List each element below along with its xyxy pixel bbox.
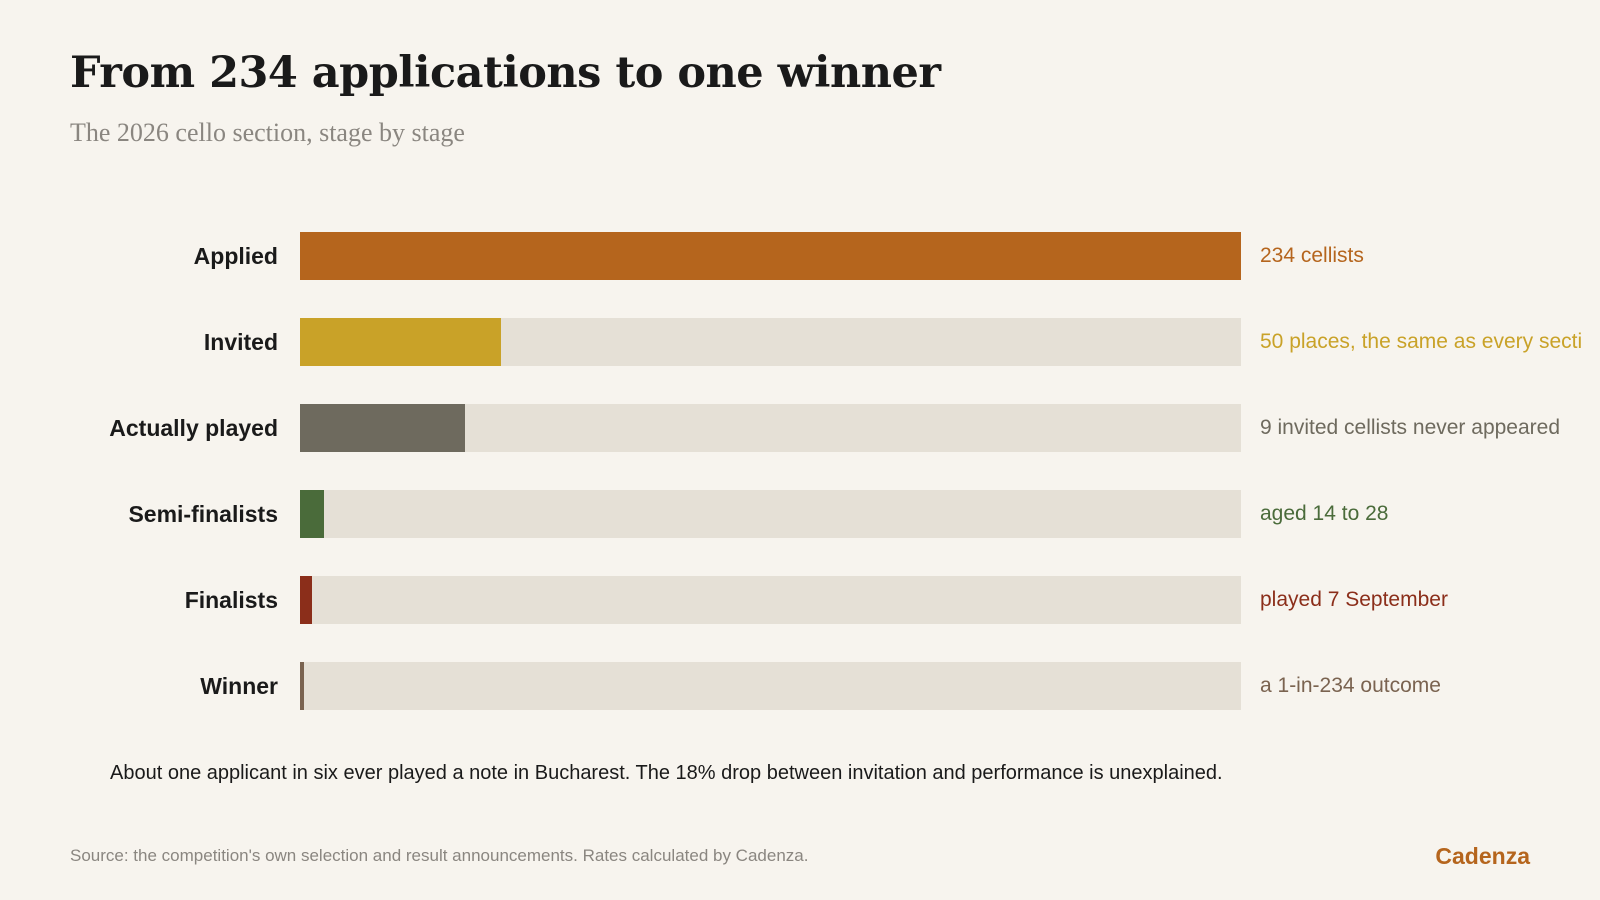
bar-annotation: 50 places, the same as every secti bbox=[1260, 330, 1583, 353]
bar-track bbox=[300, 232, 1241, 280]
stage-label: Invited bbox=[203, 329, 278, 355]
stage-label: Applied bbox=[193, 243, 278, 269]
bar-track bbox=[300, 576, 1241, 624]
funnel-bar-chart: Applied 234 cellists Invited 50 places, the… bbox=[109, 232, 1583, 710]
bar-annotation: 9 invited cellists never appeared bbox=[1260, 416, 1561, 439]
stage-label: Winner bbox=[200, 673, 278, 699]
source-note: Source: the competition's own selection … bbox=[70, 846, 809, 865]
chart-subtitle: The 2026 cello section, stage by stage bbox=[70, 118, 465, 147]
stage-label: Actually played bbox=[109, 415, 278, 441]
bar-track bbox=[300, 662, 1241, 710]
chart-title: From 234 applications to one winner bbox=[70, 48, 941, 98]
bar bbox=[300, 662, 304, 710]
bar bbox=[300, 318, 501, 366]
bar bbox=[300, 576, 312, 624]
bar bbox=[300, 490, 324, 538]
bar-track bbox=[300, 318, 1241, 366]
bar bbox=[300, 232, 1241, 280]
bar-track bbox=[300, 404, 1241, 452]
chart-note: About one applicant in six ever played a… bbox=[110, 762, 1223, 784]
stage-label: Finalists bbox=[184, 587, 278, 613]
bar-track bbox=[300, 490, 1241, 538]
bar-annotation: 234 cellists bbox=[1260, 244, 1364, 267]
stage-label: Semi-finalists bbox=[128, 501, 278, 527]
brand-logo-text: Cadenza bbox=[1435, 843, 1530, 869]
bar bbox=[300, 404, 465, 452]
bar-annotation: played 7 September bbox=[1260, 588, 1448, 611]
bar-annotation: aged 14 to 28 bbox=[1260, 502, 1389, 525]
bar-annotation: a 1-in-234 outcome bbox=[1260, 674, 1441, 697]
